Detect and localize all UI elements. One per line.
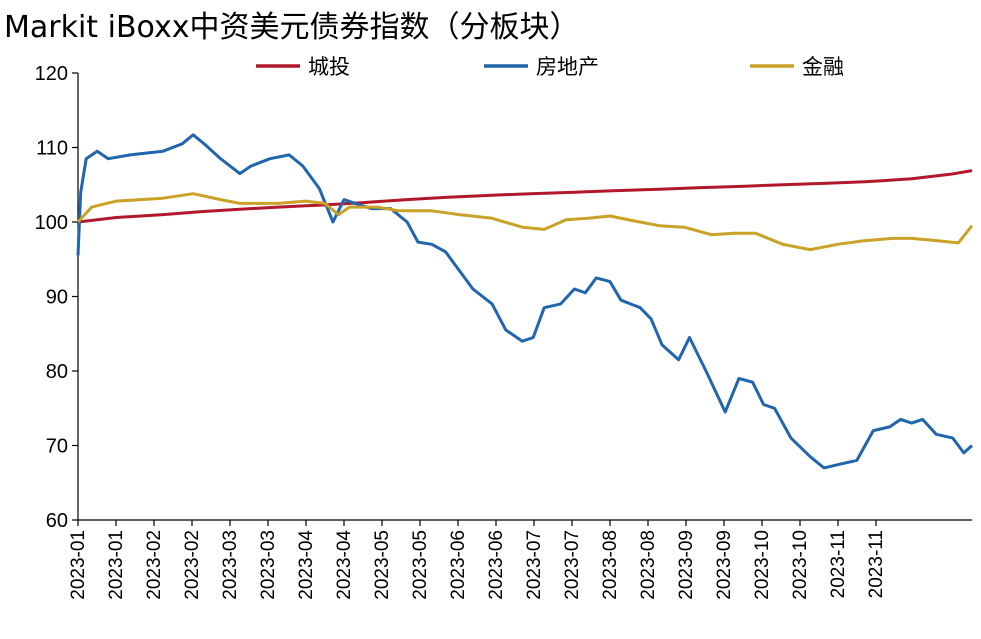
y-tick-label: 120: [35, 63, 68, 85]
x-tick-label: 2023-07: [562, 530, 583, 600]
x-tick-label: 2023-03: [220, 530, 241, 600]
legend-label-0: 城投: [308, 55, 350, 79]
chart-title: Markit iBoxx中资美元债券指数（分板块）: [4, 10, 580, 45]
series-lines: [76, 133, 974, 470]
x-tick-label: 2023-06: [486, 530, 507, 600]
x-tick-label: 2023-10: [752, 530, 773, 600]
x-tick-label: 2023-11: [866, 530, 887, 598]
x-tick-label: 2023-04: [296, 530, 317, 600]
x-tick-label: 2023-07: [524, 530, 545, 600]
y-tick-label: 100: [35, 212, 68, 234]
y-tick-label: 110: [36, 138, 68, 160]
x-tick-label: 2023-03: [258, 530, 279, 600]
legend-label-1: 房地产: [536, 55, 599, 79]
x-tick-label: 2023-08: [638, 530, 659, 600]
legend-label-2: 金融: [802, 55, 844, 79]
x-tick-label: 2023-08: [600, 530, 621, 600]
x-tick-label: 2023-10: [790, 530, 811, 600]
x-tick-label: 2023-01: [68, 530, 89, 600]
y-tick-label: 80: [46, 361, 68, 383]
x-tick-label: 2023-02: [144, 530, 165, 600]
x-tick-label: 2023-05: [410, 530, 431, 600]
x-tick-label: 2023-11: [828, 530, 849, 598]
x-tick-label: 2023-01: [106, 530, 127, 600]
y-tick-label: 90: [46, 287, 68, 309]
x-axis: 2023-01 2023-01 2023-02 2023-02 2023-03 2023-…: [68, 519, 972, 600]
y-tick-label: 70: [46, 436, 68, 458]
x-tick-label: 2023-05: [372, 530, 393, 600]
legend: 城投 房地产 金融: [256, 55, 844, 79]
x-tick-label: 2023-09: [676, 530, 697, 600]
series-line-2: [76, 192, 974, 252]
x-tick-label: 2023-04: [334, 530, 355, 600]
y-axis: 60 70 80 90 100 110 120: [35, 63, 79, 532]
x-tick-label: 2023-09: [714, 530, 735, 600]
series-line-0: [77, 169, 973, 224]
y-tick-label: 60: [46, 510, 68, 532]
series-line-1: [76, 133, 974, 470]
x-tick-label: 2023-06: [448, 530, 469, 600]
x-tick-label: 2023-02: [182, 530, 203, 600]
